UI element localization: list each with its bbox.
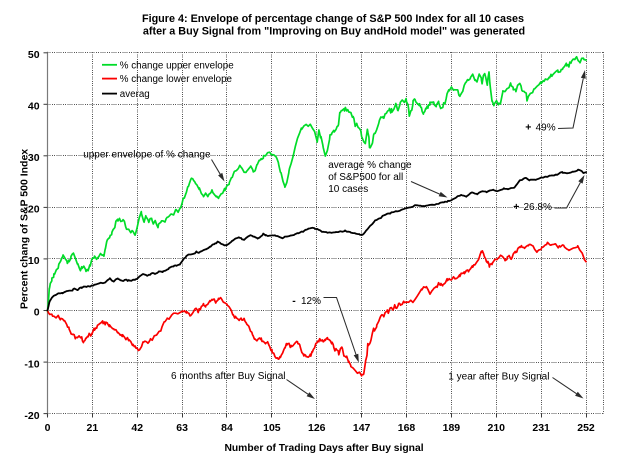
svg-text:49%: 49% — [536, 123, 556, 134]
svg-text:averag: averag — [120, 89, 150, 100]
svg-text:20: 20 — [28, 204, 40, 216]
svg-text:40: 40 — [28, 101, 40, 113]
svg-text:average % change: average % change — [328, 160, 412, 171]
svg-text:Percent chang of S&P 500 Index: Percent chang of S&P 500 Index — [19, 149, 31, 309]
svg-text:84: 84 — [221, 422, 233, 434]
svg-text:1 year after Buy Signal: 1 year after Buy Signal — [448, 372, 549, 383]
svg-text:252: 252 — [577, 422, 595, 434]
svg-text:189: 189 — [443, 422, 461, 434]
svg-text:126: 126 — [308, 422, 326, 434]
svg-text:12%: 12% — [301, 296, 321, 307]
svg-text:of S&P500 for all: of S&P500 for all — [328, 172, 403, 183]
svg-text:63: 63 — [176, 422, 188, 434]
svg-text:0: 0 — [45, 422, 51, 434]
svg-text:-10: -10 — [24, 358, 39, 370]
svg-text:10 cases: 10 cases — [328, 184, 368, 195]
svg-text:% change lower envelope: % change lower envelope — [120, 74, 233, 85]
svg-text:Number of Trading Days after B: Number of Trading Days after Buy signal — [224, 443, 423, 454]
svg-text:105: 105 — [263, 422, 281, 434]
svg-text:21: 21 — [87, 422, 99, 434]
svg-text:6 months after Buy Signal: 6 months after Buy Signal — [171, 371, 286, 382]
svg-text:+: + — [525, 122, 531, 134]
svg-text:-20: -20 — [24, 410, 39, 422]
svg-text:168: 168 — [398, 422, 416, 434]
svg-text:42: 42 — [131, 422, 143, 434]
svg-text:-: - — [292, 295, 296, 307]
svg-text:10: 10 — [28, 255, 40, 267]
svg-text:% change upper envelope: % change upper envelope — [120, 60, 234, 71]
svg-text:upper envelope of % change: upper envelope of % change — [83, 149, 211, 160]
svg-text:Figure 4: Envelope of percenta: Figure 4: Envelope of percentage change … — [142, 13, 524, 25]
svg-text:50: 50 — [28, 49, 40, 61]
svg-text:147: 147 — [353, 422, 371, 434]
svg-text:210: 210 — [487, 422, 505, 434]
svg-text:231: 231 — [532, 422, 550, 434]
svg-text:after a Buy Signal from "Impro: after a Buy Signal from "Improving on Bu… — [143, 25, 525, 37]
svg-text:+: + — [513, 201, 519, 213]
svg-text:30: 30 — [28, 152, 40, 164]
svg-text:0: 0 — [34, 307, 40, 319]
svg-text:26.8%: 26.8% — [524, 202, 552, 213]
